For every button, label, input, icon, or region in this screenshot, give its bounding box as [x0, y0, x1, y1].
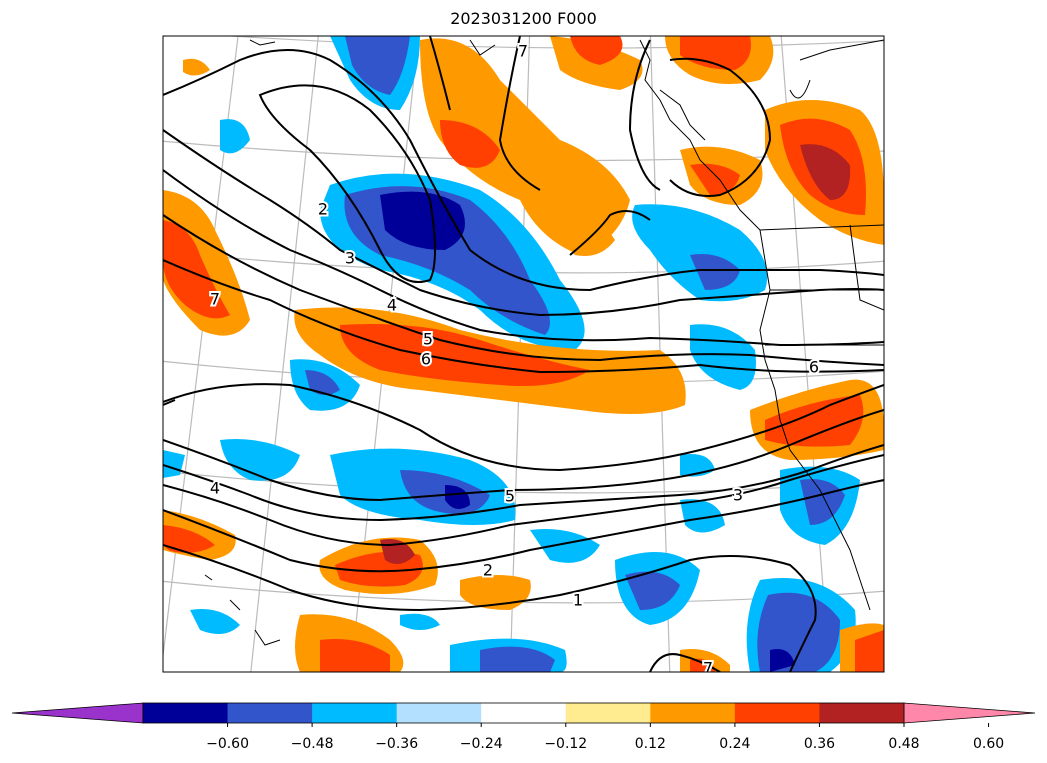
contour-label: 7	[703, 659, 713, 678]
colorbar-extend-high	[903, 702, 1036, 724]
colorbar-swatch	[143, 703, 229, 723]
colorbar-tick-label: −0.36	[375, 736, 418, 752]
contour-label: 6	[809, 358, 819, 377]
contour-label: 2	[483, 561, 493, 580]
height-contours	[163, 36, 884, 672]
colorbar-tick-label: 0.24	[719, 736, 750, 752]
contour-label: 7	[518, 42, 528, 61]
negative-shading	[163, 36, 860, 672]
contour-label: 5	[423, 330, 433, 349]
contour-label: 4	[210, 479, 220, 498]
colorbar-tick-label: −0.60	[206, 736, 249, 752]
contour-label: 1	[573, 591, 583, 610]
colorbar-swatch	[734, 703, 820, 723]
contour-label: 2	[318, 200, 328, 219]
colorbar-swatch	[819, 703, 905, 723]
colorbar-tick-label: −0.12	[544, 736, 587, 752]
map-frame	[162, 35, 885, 673]
contour-label: 5	[505, 487, 515, 506]
colorbar-swatch	[565, 703, 651, 723]
colorbar-tick-label: 0.36	[804, 736, 835, 752]
colorbar-tick-label: −0.24	[460, 736, 503, 752]
contour-label: 7	[210, 290, 220, 309]
colorbar-tick-label: −0.48	[291, 736, 334, 752]
coastlines	[204, 39, 884, 646]
contour-label: 6	[421, 350, 431, 369]
positive-shading	[163, 36, 884, 672]
colorbar-tick-label: 0.48	[888, 736, 919, 752]
colorbar: −0.60 −0.48 −0.36 −0.24 −0.12 0.12 0.24 0.36 0.4…	[11, 702, 1036, 752]
contour-label: 3	[733, 486, 743, 505]
blue-region-west	[220, 439, 300, 481]
colorbar-swatch	[227, 703, 313, 723]
orange-region-north	[420, 38, 630, 256]
contour-label: 3	[345, 249, 355, 268]
colorbar-swatch	[481, 703, 567, 723]
colorbar-tick-label: 0.60	[973, 736, 1004, 752]
colorbar-swatch	[650, 703, 736, 723]
colorbar-extend-low	[11, 702, 144, 724]
colorbar-frame	[142, 702, 905, 724]
colorbar-swatch	[312, 703, 398, 723]
colorbar-tick-label: 0.12	[635, 736, 666, 752]
contour-label: 4	[387, 296, 397, 315]
colorbar-swatch	[396, 703, 482, 723]
map-title: 2023031200 F000	[450, 9, 597, 28]
